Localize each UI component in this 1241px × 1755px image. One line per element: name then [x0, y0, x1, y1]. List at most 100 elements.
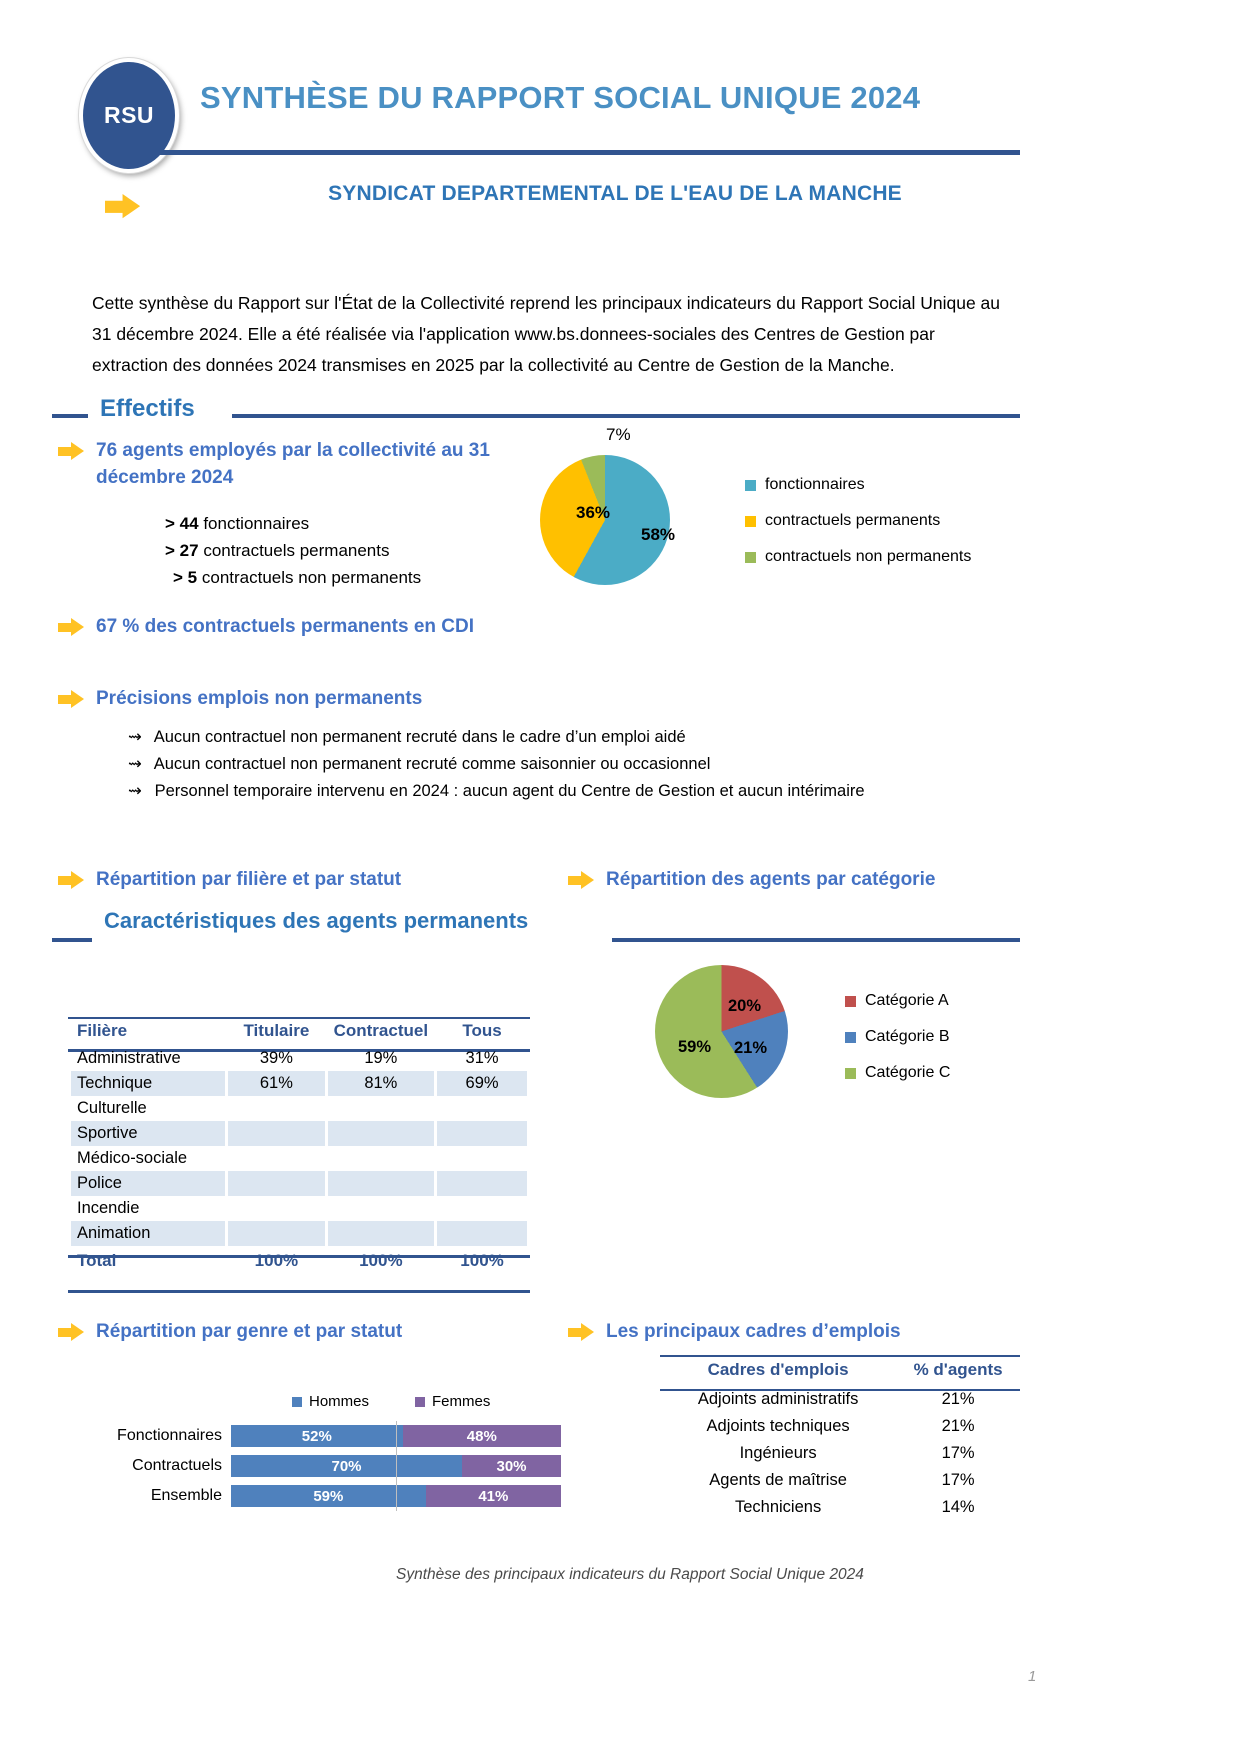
pie-slice-label-contractuels-non-permanents: 7% [606, 425, 631, 444]
table-row: Techniciens 14% [660, 1494, 1020, 1521]
bar-track: 59% 41% [231, 1481, 561, 1511]
cell-titulaire: 39% [259, 1049, 293, 1067]
cell-contractuel [328, 1096, 434, 1121]
table-row: Agents de maîtrise 17% [660, 1467, 1020, 1494]
table-rule-bottom [68, 1290, 530, 1293]
cell-tous [437, 1171, 527, 1196]
section-dash [52, 414, 88, 418]
list-item: > 5 contractuels non permanents [165, 564, 421, 591]
precisions-list: ⇝ Aucun contractuel non permanent recrut… [128, 724, 865, 805]
table-total-row: Total 100% 100% 100% [71, 1246, 527, 1274]
arrow-right-icon [58, 618, 85, 637]
cadres-table-rule-top [660, 1355, 1020, 1357]
cadres-emplois-table: Cadres d'emplois % d'agents Adjoints adm… [660, 1355, 1020, 1521]
section-title-caracteristiques: Caractéristiques des agents permanents [104, 908, 529, 933]
count-label: contractuels permanents [203, 541, 390, 560]
cell-filiere: Incendie [77, 1199, 140, 1217]
bar-segment-femmes: 41% [425, 1485, 561, 1507]
heading-text: Répartition par genre et par statut [96, 1321, 403, 1342]
legend-label: Hommes [309, 1393, 370, 1410]
arrow-right-icon [105, 194, 141, 220]
bar-row-ensemble: Ensemble 59% 41% [92, 1481, 561, 1511]
cell-cadre: Agents de maîtrise [709, 1471, 847, 1489]
genre-bar-chart: Hommes Femmes Fonctionnaires 52% 48% Con… [92, 1393, 562, 1511]
heading-text: Répartition des agents par catégorie [606, 869, 936, 890]
table-row: Police [71, 1171, 527, 1196]
count-label: contractuels non permanents [201, 568, 422, 587]
cell-filiere: Technique [71, 1071, 226, 1096]
list-item-text: Personnel temporaire intervenu en 2024 :… [154, 782, 865, 800]
count-label: fonctionnaires [203, 514, 310, 533]
cell-filiere: Police [71, 1171, 226, 1196]
cadres-table-rule-header [660, 1389, 1020, 1391]
legend-item: contractuels permanents [745, 503, 971, 539]
gt-marker: > [165, 541, 175, 560]
cell-contractuel: 19% [364, 1049, 398, 1067]
cell-total-titulaire: 100% [254, 1251, 299, 1270]
heading-repartition-genre: Répartition par genre et par statut [58, 1318, 558, 1345]
cell-filiere: Administrative [77, 1049, 181, 1067]
list-item: > 44 fonctionnaires [165, 510, 421, 537]
pie-legend: Catégorie A Catégorie B Catégorie C [845, 983, 950, 1091]
bar-track: 70% 30% [231, 1451, 561, 1481]
section-line [232, 414, 1020, 418]
arrow-bullet-icon: ⇝ [128, 782, 142, 800]
cell-total-label: Total [77, 1251, 117, 1270]
page-number: 1 [1028, 1668, 1037, 1685]
table-row: Animation [71, 1221, 527, 1246]
bullet-precisions: Précisions emplois non permanents [58, 685, 658, 712]
header-divider [140, 150, 1020, 155]
bullet-cdi-rate: 67 % des contractuels permanents en CDI [58, 613, 658, 640]
bar-row-contractuels: Contractuels 70% 30% [92, 1451, 561, 1481]
cell-cadre: Adjoints administratifs [697, 1390, 859, 1408]
bar-category-label: Contractuels [132, 1457, 222, 1474]
gt-marker: > [173, 568, 183, 587]
bullet-effectifs-count: 76 agents employés par la collectivité a… [58, 437, 528, 491]
count-value: 27 [179, 541, 199, 560]
cell-contractuel [328, 1196, 434, 1221]
arrow-right-icon [568, 1323, 595, 1342]
list-item: > 27 contractuels permanents [165, 537, 421, 564]
cell-filiere: Animation [71, 1221, 226, 1246]
cell-tous [437, 1121, 527, 1146]
heading-repartition-categorie: Répartition des agents par catégorie [568, 866, 1028, 893]
page-subtitle: SYNDICAT DEPARTEMENTAL DE L'EAU DE LA MA… [328, 182, 902, 205]
column-header-tous: Tous [462, 1021, 502, 1040]
arrow-right-icon [58, 442, 85, 461]
table-header-row: Filière Titulaire Contractuel Tous [71, 1017, 527, 1046]
cell-pct: 21% [941, 1390, 975, 1408]
bar-track: 52% 48% [231, 1421, 561, 1451]
intro-paragraph: Cette synthèse du Rapport sur l'État de … [92, 293, 1001, 375]
legend-item: contractuels non permanents [745, 539, 971, 575]
bar-segment-hommes: 52% [231, 1425, 403, 1447]
cell-pct: 17% [941, 1471, 975, 1489]
cell-titulaire [228, 1096, 324, 1121]
legend-label: fonctionnaires [765, 476, 865, 493]
section-dash [52, 938, 92, 942]
rsu-logo-text: RSU [103, 102, 155, 128]
filiere-table: Filière Titulaire Contractuel Tous Admin… [68, 1017, 530, 1274]
bar-midline [396, 1481, 397, 1511]
column-header-filiere: Filière [77, 1021, 128, 1040]
cell-tous: 31% [465, 1049, 499, 1067]
table-row: Ingénieurs 17% [660, 1440, 1020, 1467]
heading-text: Répartition par filière et par statut [96, 869, 402, 890]
legend-item: Catégorie B [845, 1019, 950, 1055]
cell-contractuel [327, 1171, 435, 1196]
bar-segment-hommes: 70% [231, 1455, 462, 1477]
cell-total-tous: 100% [460, 1251, 504, 1270]
arrow-bullet-icon: ⇝ [128, 728, 142, 746]
cell-contractuel [327, 1221, 435, 1246]
cell-titulaire [228, 1221, 325, 1246]
legend-item: fonctionnaires [745, 467, 971, 503]
cell-filiere: Médico-sociale [77, 1149, 188, 1167]
arrow-right-icon [58, 1323, 85, 1342]
table-row: Culturelle [71, 1096, 527, 1121]
list-item-text: Aucun contractuel non permanent recruté … [153, 755, 711, 773]
table-row: Technique 61% 81% 69% [71, 1071, 527, 1096]
bar-category-label: Fonctionnaires [117, 1427, 222, 1444]
table-row: Incendie [71, 1196, 527, 1221]
categorie-pie-chart: 20% 21% 59% Catégorie A Catégorie B Caté… [655, 965, 1035, 1105]
legend-swatch-icon [745, 479, 756, 491]
